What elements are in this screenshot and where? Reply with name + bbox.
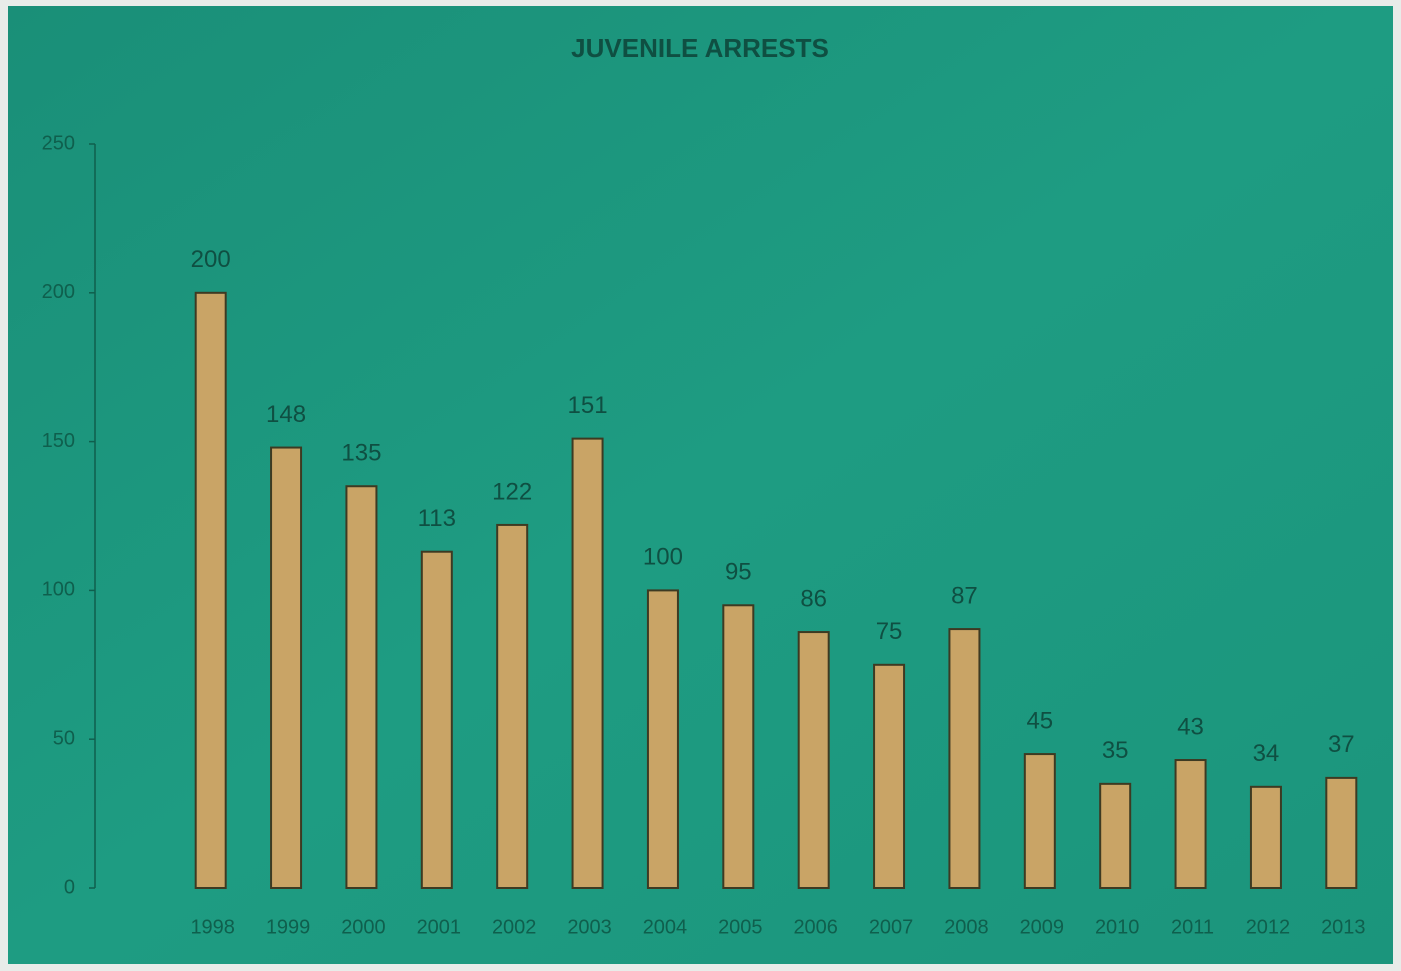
x-tick-label: 2001 [417,916,462,938]
bar [345,485,378,889]
x-tick-label: 2013 [1321,916,1366,938]
data-label: 95 [725,559,752,586]
bar [873,663,906,889]
x-tick-label: 2011 [1171,916,1214,938]
data-label: 200 [191,246,231,273]
data-label: 113 [418,505,456,532]
bar [1325,776,1358,889]
bar [797,631,830,890]
x-tick-label: 2004 [643,916,688,938]
data-label: 148 [266,401,306,428]
data-label: 75 [876,618,903,645]
y-tick-label: 0 [64,876,75,898]
y-tick-label: 250 [42,132,75,154]
bar [194,291,227,889]
chart-title: JUVENILE ARRESTS [571,33,829,63]
x-tick-label: 1999 [266,916,311,938]
y-tick-label: 150 [42,430,75,452]
x-tick-label: 2002 [492,916,537,938]
bar [420,550,453,889]
bar [1099,782,1132,890]
data-label: 122 [492,478,532,505]
data-label: 86 [800,585,827,612]
data-label: 87 [951,582,978,609]
data-label: 35 [1102,737,1129,764]
bar [646,589,679,890]
data-label: 135 [341,440,381,467]
bar [722,604,755,890]
chart-background [8,6,1393,964]
bar [1023,753,1056,890]
x-tick-label: 1998 [190,916,235,938]
x-tick-label: 2005 [718,916,763,938]
x-tick-label: 2010 [1095,916,1140,938]
x-tick-label: 2000 [341,916,386,938]
data-label: 34 [1253,740,1280,767]
bar [496,523,529,889]
bar [948,628,981,889]
data-label: 100 [643,544,683,571]
x-tick-label: 2006 [793,916,838,938]
x-tick-label: 2007 [869,916,914,938]
bar [270,446,303,889]
x-tick-label: 2012 [1246,916,1291,938]
data-label: 45 [1026,707,1053,734]
data-label: 151 [568,392,608,419]
y-tick-label: 100 [42,579,75,601]
data-label: 43 [1177,713,1204,740]
x-tick-label: 2008 [944,916,989,938]
y-tick-label: 50 [53,727,75,749]
data-label: 37 [1328,731,1355,758]
bar [1249,785,1282,889]
bar [571,437,604,889]
x-tick-label: 2009 [1020,916,1065,938]
y-tick-label: 200 [42,281,75,303]
bar [1174,759,1207,889]
x-tick-label: 2003 [567,916,612,938]
